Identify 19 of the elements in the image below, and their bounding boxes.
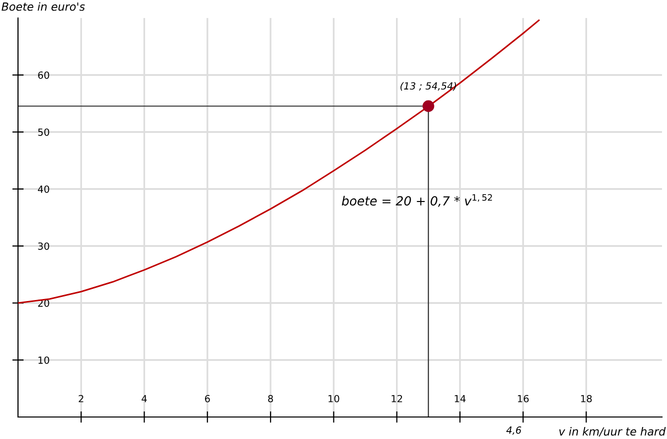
x-axis-title: v in km/uur te hard bbox=[559, 427, 666, 437]
annotation: boete = 20 + 0,7 * v$^{1,52}$ bbox=[342, 194, 492, 207]
text: 4,6 bbox=[506, 426, 522, 435]
x-tick-label: 18 bbox=[581, 394, 592, 402]
y-tick-label: 60 bbox=[38, 71, 50, 79]
x-tick-label: 12 bbox=[392, 394, 402, 402]
annotation: (13 ; 54,54) bbox=[400, 82, 456, 91]
x-tick-label: 10 bbox=[328, 394, 340, 402]
x-tick-label: 4 bbox=[142, 395, 147, 402]
y-tick-label: 50 bbox=[38, 128, 50, 136]
x-tick-label: 14 bbox=[454, 395, 466, 402]
x-tick-label: 6 bbox=[205, 394, 210, 402]
y-tick-label: 30 bbox=[38, 242, 50, 250]
x-tick-label: 16 bbox=[518, 394, 529, 402]
y-tick-label: 40 bbox=[38, 185, 50, 193]
y-axis-title: Boete in euro's bbox=[2, 2, 85, 11]
x-tick-label: 2 bbox=[78, 394, 84, 402]
x-tick-label: 8 bbox=[268, 394, 273, 402]
y-tick-label: 10 bbox=[38, 356, 50, 364]
